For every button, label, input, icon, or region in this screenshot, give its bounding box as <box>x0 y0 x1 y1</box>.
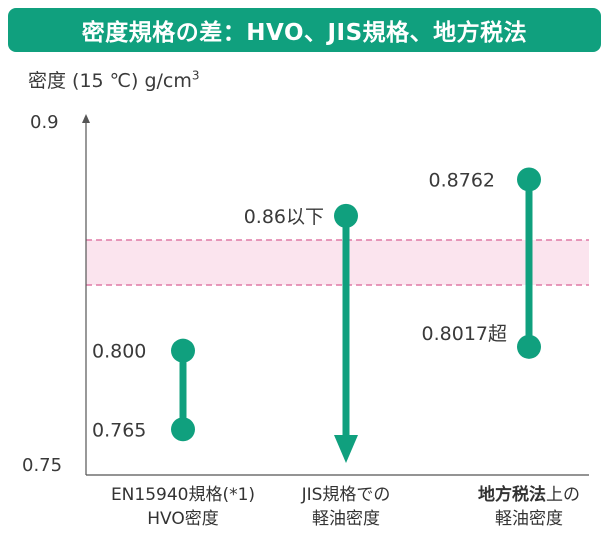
y-axis-unit-text: 密度 (15 ℃) g/cm <box>28 70 192 92</box>
category-label-tax-law: 地方税法上の 軽油密度 <box>444 483 609 531</box>
category-hvo-line2: HVO密度 <box>147 509 219 529</box>
category-label-hvo: EN15940規格(*1) HVO密度 <box>98 483 268 531</box>
y-axis-unit-exponent: 3 <box>191 68 200 83</box>
category-tax-law-bold: 地方税法 <box>478 485 546 505</box>
y-axis-unit-label: 密度 (15 ℃) g/cm3 <box>28 66 200 93</box>
tax-law-band <box>86 240 589 285</box>
hvo-high-label: 0.800 <box>92 341 146 363</box>
y-axis-arrowhead <box>82 114 90 123</box>
hvo-low-point <box>171 417 195 442</box>
tax-law-high-point <box>517 167 541 192</box>
jis-arrowhead <box>334 435 358 463</box>
y-tick-label-bottom: 0.75 <box>22 455 62 476</box>
category-tax-law-rest: 上の <box>546 485 580 505</box>
chart-title: 密度規格の差：HVO、JIS規格、地方税法 <box>8 8 601 52</box>
range-marks: 0.800 0.765 0.86以下 0.8762 0.8017超 <box>92 167 541 463</box>
category-jis-line2: 軽油密度 <box>312 509 380 529</box>
tax-law-low-label: 0.8017超 <box>422 323 507 345</box>
jis-high-label: 0.86以下 <box>244 206 324 228</box>
tax-law-low-point <box>517 334 541 359</box>
category-label-jis: JIS規格での 軽油密度 <box>261 483 431 531</box>
y-tick-label-top: 0.9 <box>30 112 59 133</box>
hvo-high-point <box>171 338 195 363</box>
hvo-low-label: 0.765 <box>92 419 146 441</box>
category-tax-law-line1: 地方税法上の <box>444 483 609 507</box>
jis-high-point <box>334 203 358 228</box>
category-tax-law-line2: 軽油密度 <box>495 509 563 529</box>
category-hvo-line1: EN15940規格(*1) <box>110 485 256 505</box>
category-jis-line1: JIS規格での <box>301 485 391 505</box>
tax-law-high-label: 0.8762 <box>429 169 495 191</box>
